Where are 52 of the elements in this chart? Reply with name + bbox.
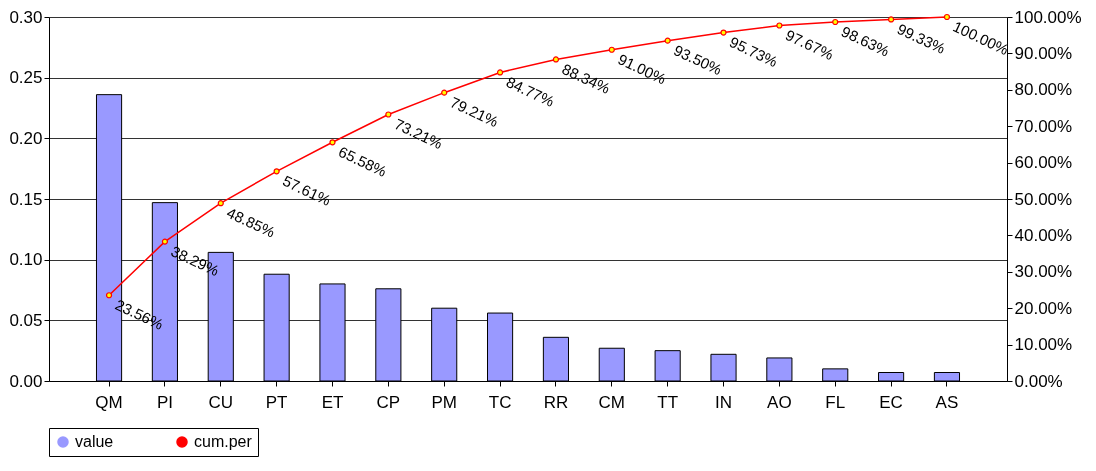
- y-tick-label: 0.25: [9, 68, 43, 88]
- x-tick-label: EC: [879, 392, 903, 412]
- x-tick-label: CU: [208, 392, 234, 412]
- y2-tick-label: 10.00%: [1014, 335, 1073, 355]
- legend-label: cum.per: [194, 433, 253, 450]
- y2-tick-label: 70.00%: [1014, 116, 1073, 136]
- y2-tick-label: 30.00%: [1014, 262, 1073, 282]
- y2-tick-label: 0.00%: [1014, 371, 1063, 391]
- x-tick-label: AS: [935, 392, 959, 412]
- x-tick-label: PM: [431, 392, 457, 412]
- point: [217, 200, 224, 207]
- y-tick-label: 0.10: [9, 250, 43, 270]
- y2-tick-label: 20.00%: [1014, 298, 1073, 318]
- point: [105, 292, 113, 299]
- x-tick-label: FL: [825, 392, 846, 412]
- x-tick-label: TC: [488, 392, 512, 412]
- point: [943, 13, 951, 21]
- x-tick-label: RR: [543, 392, 569, 412]
- point: [608, 46, 615, 53]
- y-tick-label: 0.20: [9, 128, 43, 148]
- x-tick-label: IN: [715, 392, 733, 412]
- legend-label: value: [75, 433, 114, 450]
- y2-tick-label: 100.00%: [1014, 7, 1082, 27]
- y-tick-label: 0.15: [9, 189, 43, 209]
- y2-tick-label: 60.00%: [1014, 153, 1073, 173]
- y2-tick-label: 50.00%: [1014, 189, 1073, 209]
- y2-tick-label: 80.00%: [1014, 80, 1073, 100]
- x-tick-label: CP: [376, 392, 401, 412]
- point: [776, 22, 783, 29]
- point: [720, 29, 727, 36]
- x-tick-label: AO: [767, 392, 792, 412]
- x-tick-label: ET: [321, 392, 344, 412]
- y-tick-label: 0.30: [9, 7, 43, 27]
- point: [496, 69, 504, 76]
- y-tick-label: 0.00: [9, 371, 43, 391]
- y2-tick-label: 40.00%: [1014, 225, 1073, 245]
- x-tick-label: PI: [156, 392, 173, 412]
- point: [329, 139, 336, 146]
- y-tick-label: 0.05: [9, 310, 43, 330]
- x-tick-label: TT: [657, 392, 679, 412]
- point: [385, 111, 392, 118]
- point: [273, 168, 280, 175]
- point: [441, 89, 448, 96]
- point: [887, 16, 895, 23]
- point: [161, 238, 169, 245]
- point: [552, 56, 560, 63]
- point: [664, 37, 671, 44]
- x-tick-label: PT: [265, 392, 288, 412]
- y2-tick-label: 90.00%: [1014, 43, 1073, 63]
- point: [832, 18, 839, 26]
- x-tick-label: QM: [95, 392, 123, 412]
- x-tick-label: CM: [598, 392, 626, 412]
